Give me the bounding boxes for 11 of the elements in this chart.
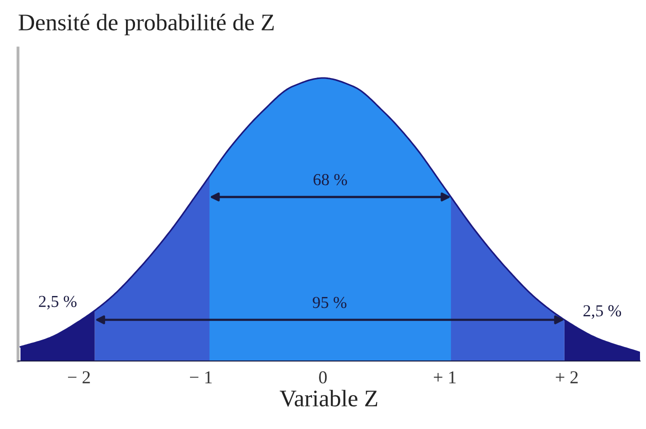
x-tick-label: + 2 xyxy=(556,371,578,384)
y-axis-title: Densité de probabilité de Z xyxy=(18,14,274,36)
x-tick-label: − 2 xyxy=(68,371,90,384)
band-label: 95 % xyxy=(312,296,346,308)
x-tick-label: − 1 xyxy=(190,371,212,384)
x-tick-label: + 1 xyxy=(434,371,456,384)
band-label: 68 % xyxy=(314,174,348,186)
band-label: 2,5 % xyxy=(583,305,622,319)
x-axis-title: Variable Z xyxy=(280,390,378,407)
band-label: 2,5 % xyxy=(38,296,77,310)
x-tick-label: 0 xyxy=(319,371,327,384)
